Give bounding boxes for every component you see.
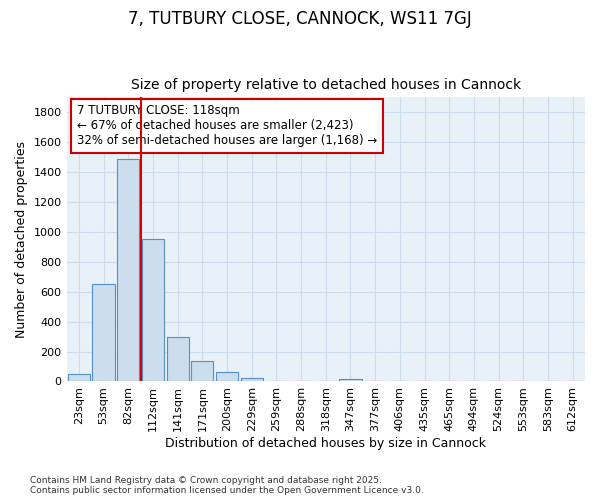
Bar [241, 378, 263, 382]
Bar [117, 158, 139, 382]
Bar [142, 240, 164, 382]
Bar [216, 372, 238, 382]
Text: 7, TUTBURY CLOSE, CANNOCK, WS11 7GJ: 7, TUTBURY CLOSE, CANNOCK, WS11 7GJ [128, 10, 472, 28]
Y-axis label: Number of detached properties: Number of detached properties [15, 141, 28, 338]
Bar [68, 374, 90, 382]
Bar [92, 284, 115, 382]
Title: Size of property relative to detached houses in Cannock: Size of property relative to detached ho… [131, 78, 521, 92]
Bar [167, 336, 189, 382]
Bar [340, 379, 362, 382]
Text: Contains HM Land Registry data © Crown copyright and database right 2025.
Contai: Contains HM Land Registry data © Crown c… [30, 476, 424, 495]
Text: 7 TUTBURY CLOSE: 118sqm
← 67% of detached houses are smaller (2,423)
32% of semi: 7 TUTBURY CLOSE: 118sqm ← 67% of detache… [77, 104, 377, 148]
Bar [265, 380, 287, 382]
Bar [191, 360, 214, 382]
X-axis label: Distribution of detached houses by size in Cannock: Distribution of detached houses by size … [165, 437, 486, 450]
